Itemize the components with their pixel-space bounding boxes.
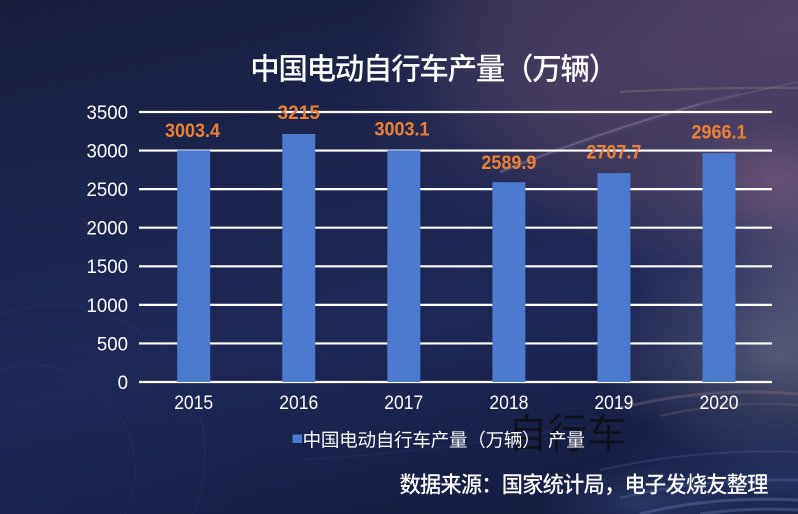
svg-text:2020: 2020 [700,392,739,414]
svg-text:2016: 2016 [279,392,318,414]
svg-text:3500: 3500 [87,102,129,124]
svg-text:500: 500 [97,333,128,355]
svg-text:2018: 2018 [489,392,528,414]
svg-text:2000: 2000 [87,218,129,240]
svg-text:3000: 3000 [87,141,129,163]
svg-text:3003.4: 3003.4 [165,120,220,142]
svg-text:3003.1: 3003.1 [375,119,430,141]
svg-text:1000: 1000 [87,295,129,317]
svg-text:2017: 2017 [384,392,423,414]
svg-text:2019: 2019 [594,392,633,414]
svg-text:2966.1: 2966.1 [692,121,747,143]
svg-text:2500: 2500 [87,179,129,201]
svg-text:3215: 3215 [278,102,321,124]
svg-text:2589.9: 2589.9 [481,152,536,174]
svg-text:2015: 2015 [174,392,213,414]
svg-text:0: 0 [118,372,129,394]
svg-text:1500: 1500 [87,256,129,278]
svg-text:2707.7: 2707.7 [586,142,641,164]
